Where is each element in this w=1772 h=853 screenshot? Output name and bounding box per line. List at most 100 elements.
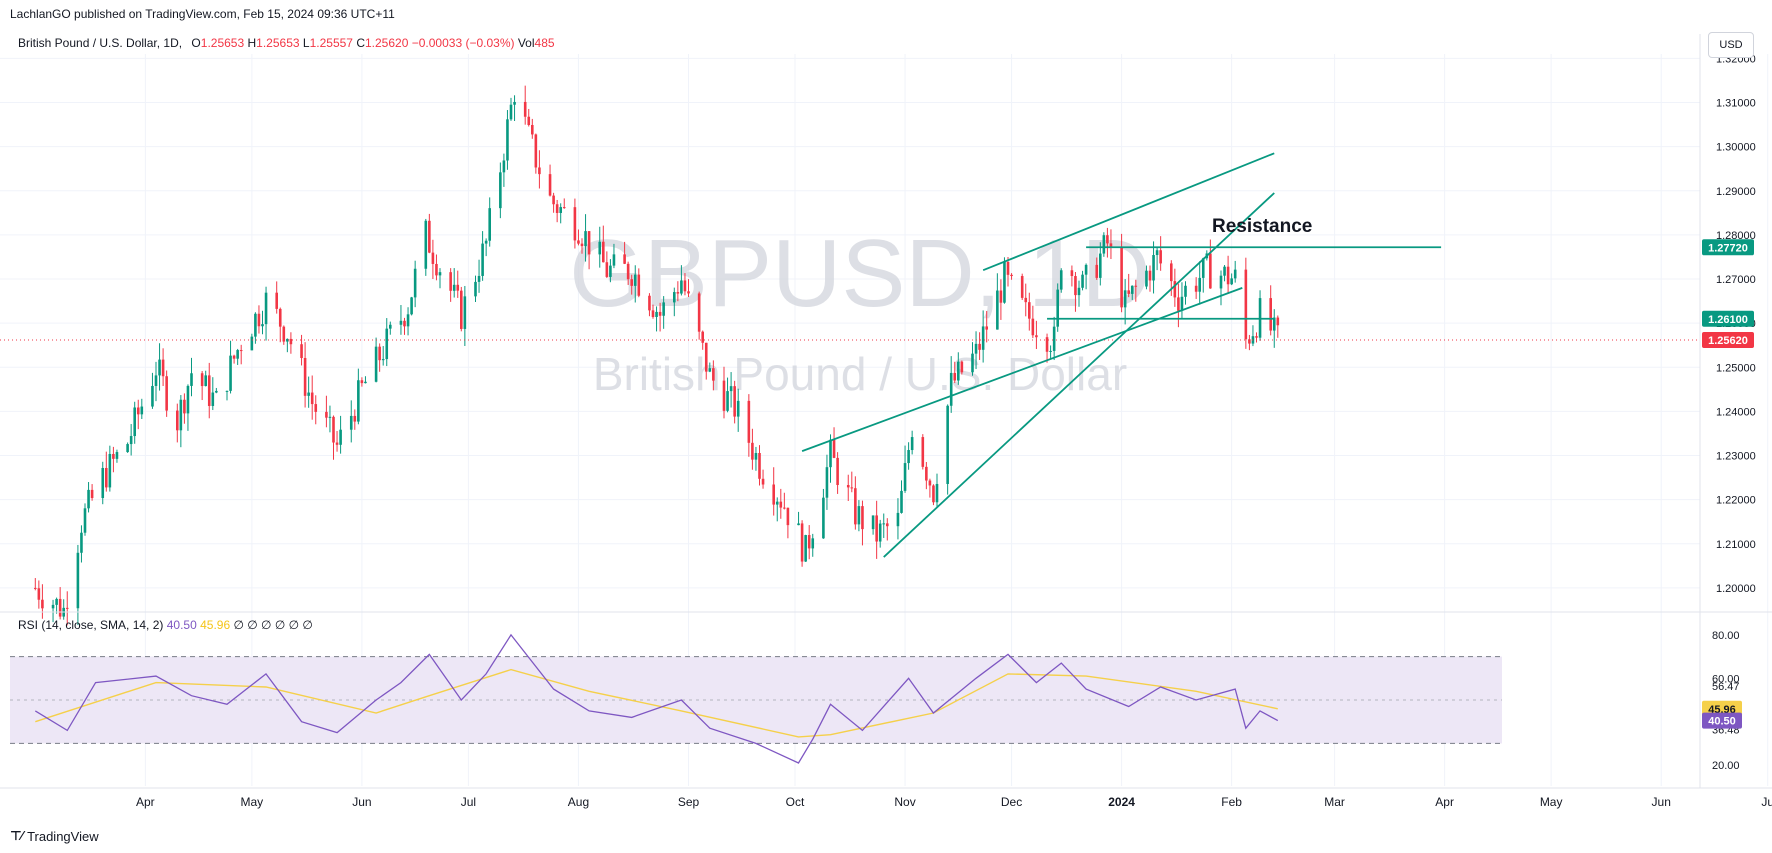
currency-button[interactable]: USD bbox=[1708, 32, 1754, 58]
candle-body bbox=[186, 385, 190, 414]
candle-body bbox=[80, 532, 83, 553]
candle-body bbox=[200, 373, 204, 387]
candle-body bbox=[999, 290, 1003, 303]
candle-body bbox=[1045, 337, 1049, 352]
candle-body bbox=[1035, 335, 1038, 338]
candle-body bbox=[1003, 261, 1006, 303]
watermark: GBPUSD, 1D British Pound / U.S. Dollar bbox=[569, 220, 1150, 400]
candle-body bbox=[225, 390, 229, 392]
candle-body bbox=[1084, 264, 1088, 275]
candle-body bbox=[758, 452, 761, 479]
candle-body bbox=[896, 512, 900, 527]
candle-body bbox=[836, 457, 839, 486]
candle-body bbox=[846, 485, 850, 488]
candle-body bbox=[648, 295, 651, 311]
candle-body bbox=[985, 326, 988, 330]
candle-body bbox=[314, 404, 318, 412]
candle-body bbox=[754, 452, 758, 460]
time-tick-label: Jul bbox=[461, 795, 476, 809]
candle-body bbox=[1070, 270, 1074, 277]
candle-body bbox=[655, 311, 658, 317]
axes: 1.320001.310001.300001.290001.280001.270… bbox=[0, 34, 1772, 809]
volume-label: Vol bbox=[517, 36, 535, 50]
time-tick-label: Mar bbox=[1324, 795, 1345, 809]
candle-body bbox=[136, 407, 140, 415]
candle-body bbox=[751, 442, 754, 460]
candle-body bbox=[555, 204, 559, 213]
candle-body bbox=[633, 274, 637, 286]
watermark-ticker: GBPUSD, 1D bbox=[569, 220, 1150, 327]
candle-body bbox=[183, 399, 186, 414]
candle-body bbox=[1031, 318, 1035, 336]
candle-body bbox=[87, 489, 90, 509]
candle-body bbox=[499, 172, 502, 209]
candle-body bbox=[722, 380, 726, 411]
candle-body bbox=[463, 296, 467, 329]
candle-body bbox=[1170, 263, 1173, 282]
candle-body bbox=[34, 587, 37, 589]
candle-body bbox=[552, 195, 555, 205]
candle-body bbox=[1056, 289, 1059, 327]
price-tick-label: 1.30000 bbox=[1716, 142, 1756, 154]
candle-body bbox=[481, 243, 484, 276]
candle-body bbox=[1134, 285, 1138, 287]
candle-body bbox=[605, 262, 609, 277]
candle-body bbox=[1020, 276, 1024, 298]
candle-body bbox=[900, 490, 903, 513]
candle-body bbox=[548, 174, 552, 196]
candle-body bbox=[910, 437, 914, 451]
candle-body bbox=[385, 328, 389, 360]
candle-body bbox=[996, 290, 999, 330]
candle-body bbox=[580, 243, 584, 247]
candle-body bbox=[1006, 261, 1010, 275]
candle-body bbox=[886, 523, 889, 527]
candle-body bbox=[971, 353, 974, 373]
brand-name: TradingView bbox=[27, 828, 99, 844]
time-tick-label: Sep bbox=[678, 795, 700, 809]
candle-body bbox=[907, 450, 910, 464]
candle-body bbox=[328, 416, 332, 418]
candle-body bbox=[435, 263, 438, 276]
candle-body bbox=[854, 488, 857, 525]
candle-body bbox=[506, 119, 509, 161]
tradingview-brand[interactable]: ⊤⁄ TradingView bbox=[10, 828, 99, 844]
candle-body bbox=[1052, 326, 1056, 351]
candle-body bbox=[527, 116, 531, 125]
candle-body bbox=[1230, 278, 1233, 285]
price-label-box bbox=[1702, 331, 1754, 348]
resistance-annotation[interactable]: Resistance bbox=[1212, 216, 1312, 237]
candle-body bbox=[289, 338, 293, 345]
candle-body bbox=[1127, 290, 1130, 294]
rsi-sma-value: 45.96 bbox=[200, 618, 231, 632]
price-tick-label: 1.31000 bbox=[1716, 98, 1756, 110]
candle-body bbox=[857, 506, 861, 525]
candle-body bbox=[349, 415, 353, 430]
candle-body bbox=[676, 292, 680, 294]
time-tick-label: Oct bbox=[786, 795, 805, 809]
price-tick-label: 1.28000 bbox=[1716, 230, 1756, 242]
candle-body bbox=[562, 207, 566, 209]
candle-body bbox=[1148, 270, 1152, 281]
rsi-value-text: 40.50 bbox=[1708, 716, 1736, 728]
high-value: 1.25653 bbox=[256, 36, 300, 50]
candle-body bbox=[662, 302, 665, 316]
price-tick-label: 1.25000 bbox=[1716, 362, 1756, 374]
candle-body bbox=[559, 207, 562, 213]
candle-body bbox=[822, 497, 825, 539]
price-tick-label: 1.27000 bbox=[1716, 274, 1756, 286]
candle-body bbox=[1109, 243, 1113, 247]
price-label-box bbox=[1702, 310, 1754, 327]
candle-body bbox=[623, 254, 626, 264]
trendlines[interactable] bbox=[801, 152, 1442, 558]
candle-body bbox=[779, 501, 783, 508]
candle-body bbox=[538, 167, 541, 175]
candle-body bbox=[513, 101, 516, 105]
candle-body bbox=[935, 483, 939, 503]
candle-body bbox=[903, 463, 907, 491]
candle-body bbox=[90, 489, 94, 499]
rsi-tick-label: 80.00 bbox=[1712, 630, 1740, 642]
candle-body bbox=[953, 372, 957, 381]
candle-body bbox=[261, 324, 264, 327]
rsi-tick-label: 20.00 bbox=[1712, 760, 1740, 772]
candle-body bbox=[1123, 290, 1127, 308]
